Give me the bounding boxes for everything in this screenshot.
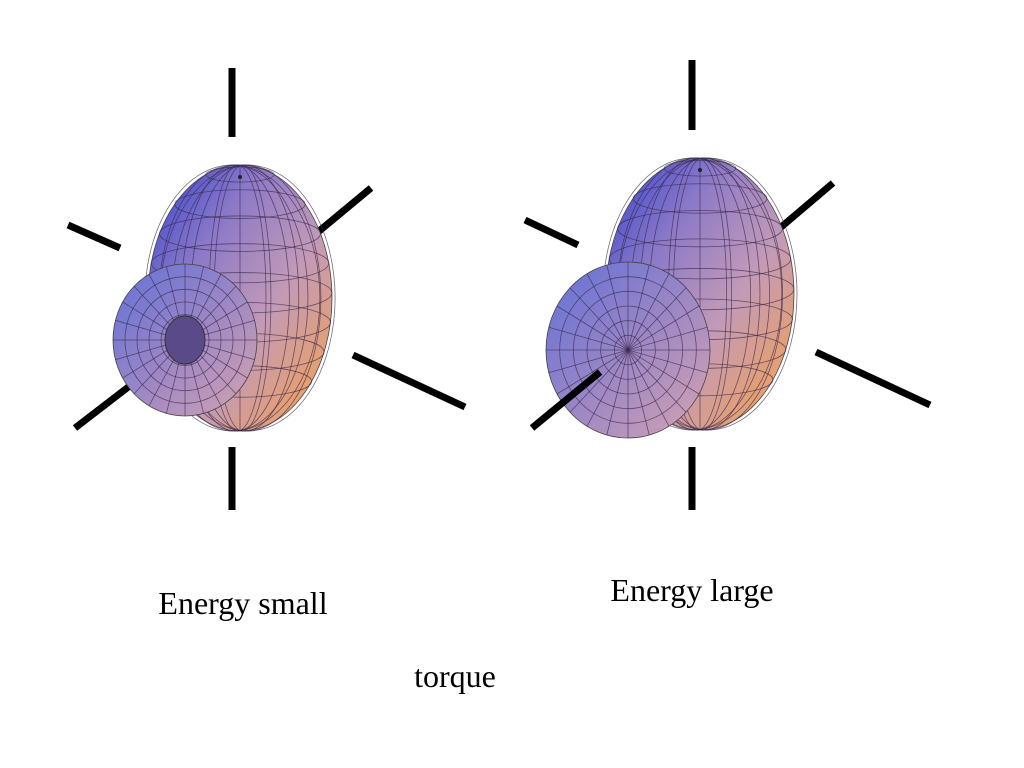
mesh-line: [627, 349, 670, 427]
axis-line: [351, 351, 467, 411]
mesh-line: [606, 264, 629, 351]
axis-line: [315, 185, 374, 235]
mesh-line: [617, 210, 783, 248]
mesh-line: [608, 238, 792, 280]
mesh-line: [115, 319, 166, 336]
mesh-line: [606, 349, 629, 436]
mesh-line: [202, 349, 248, 379]
pole: [698, 168, 702, 172]
mesh-line: [556, 349, 629, 395]
mesh-line: [122, 349, 168, 379]
mesh-line: [632, 183, 768, 214]
mesh-line: [204, 344, 255, 361]
panel-label: Energy large: [610, 572, 773, 608]
mesh-line: [627, 287, 687, 351]
mesh-line: [165, 359, 181, 414]
mesh-line: [189, 359, 205, 414]
figure-large: [523, 60, 932, 510]
mesh-line: [189, 266, 205, 321]
mesh-line: [159, 215, 321, 252]
mesh-line: [148, 273, 176, 323]
pole: [238, 175, 242, 179]
mesh-line: [122, 301, 168, 331]
mesh-line: [198, 285, 237, 327]
mesh-line: [627, 326, 708, 351]
mesh-line: [627, 349, 700, 395]
mesh-line: [586, 273, 629, 351]
mesh-line: [548, 326, 629, 351]
mesh-line: [627, 349, 687, 413]
axis-line: [66, 221, 122, 252]
mesh-line: [627, 264, 650, 351]
mesh-line: [194, 273, 222, 323]
mesh-line: [627, 349, 650, 436]
figure-small: [66, 68, 467, 510]
mesh-line: [663, 159, 737, 177]
caption: torque: [414, 658, 496, 694]
mesh-line: [174, 189, 306, 219]
mesh-line: [133, 353, 172, 395]
mesh-line: [548, 349, 629, 374]
mesh-line: [627, 273, 670, 351]
mesh-line: [148, 357, 176, 407]
axis-line: [814, 348, 932, 409]
mesh-line: [205, 166, 275, 183]
hole: [164, 315, 206, 365]
mesh-line: [202, 301, 248, 331]
mesh-line: [556, 305, 629, 351]
mesh-line: [204, 319, 255, 336]
axis-line: [523, 216, 580, 249]
mesh-line: [194, 357, 222, 407]
axis-line: [529, 369, 603, 431]
mesh-line: [586, 349, 629, 427]
mesh-line: [569, 349, 629, 413]
mesh-line: [150, 243, 330, 284]
mesh-line: [165, 266, 181, 321]
mesh-line: [569, 287, 629, 351]
mesh-line: [115, 344, 166, 361]
mesh-line: [198, 353, 237, 395]
lobe: [545, 261, 711, 439]
mesh-line: [627, 349, 708, 374]
panel-label: Energy small: [158, 585, 327, 621]
axis-line: [777, 180, 836, 231]
mesh-line: [627, 305, 700, 351]
torus: [112, 263, 258, 417]
mesh-line: [133, 285, 172, 327]
